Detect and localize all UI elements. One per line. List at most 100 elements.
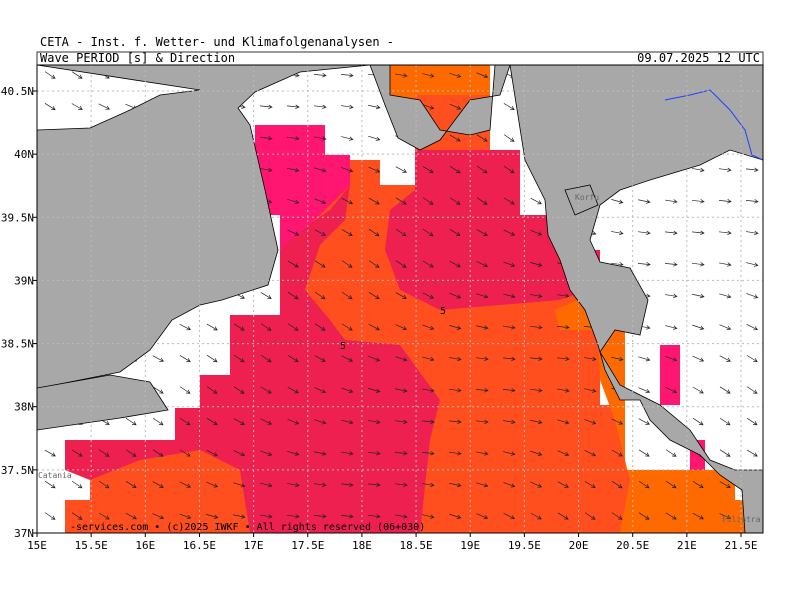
arrow: [368, 419, 381, 425]
contour-label: 5: [340, 341, 346, 352]
arrow: [341, 198, 354, 205]
arrow: [44, 480, 56, 489]
arrow: [206, 386, 218, 394]
arrow: [206, 354, 218, 363]
arrow: [287, 291, 299, 300]
arrow: [233, 323, 245, 331]
arrow: [421, 451, 435, 456]
arrow: [503, 482, 516, 488]
arrow: [665, 387, 678, 394]
arrow: [368, 451, 381, 456]
arrow: [611, 230, 624, 236]
arrow: [584, 512, 596, 520]
arrow: [665, 449, 677, 457]
arrow: [476, 451, 489, 456]
lon-label: 17E: [244, 539, 264, 552]
arrow: [152, 481, 164, 488]
arrow: [692, 417, 704, 426]
lat-label: 37N: [14, 527, 34, 540]
arrow: [503, 293, 516, 299]
arrow: [340, 482, 354, 487]
arrow: [287, 167, 300, 173]
arrow: [475, 388, 489, 393]
arrow: [638, 449, 650, 457]
arrow: [314, 419, 327, 425]
arrow: [746, 262, 759, 267]
arrow: [476, 261, 489, 268]
arrow: [719, 481, 731, 488]
arrow: [502, 356, 516, 361]
arrow: [530, 293, 543, 299]
arrow: [746, 449, 758, 457]
arrow: [719, 324, 732, 331]
arrow: [476, 293, 489, 299]
arrow: [233, 450, 246, 457]
arrow: [395, 514, 408, 519]
lon-label: 21E: [677, 539, 697, 552]
arrow: [664, 230, 678, 235]
arrow: [394, 451, 408, 456]
arrow: [638, 418, 650, 425]
arrow: [422, 324, 435, 331]
arrow: [637, 262, 651, 267]
arrow: [152, 449, 164, 457]
arrow: [665, 512, 677, 520]
arrow: [395, 482, 408, 488]
arrow: [422, 292, 435, 299]
arrow: [503, 103, 515, 110]
arrow: [422, 197, 434, 205]
lon-label: 18E: [352, 539, 372, 552]
contour-label: 5: [440, 306, 446, 317]
arrow: [287, 198, 300, 204]
arrow: [611, 512, 623, 520]
arrow: [557, 388, 570, 393]
institute: CETA - Inst. f. Wetter- und Klimafolgena…: [40, 35, 394, 49]
arrow: [368, 197, 380, 205]
arrow: [260, 386, 272, 394]
arrow: [98, 512, 110, 520]
lat-label: 38.5N: [1, 338, 34, 351]
arrow: [449, 228, 461, 237]
arrow: [368, 104, 381, 110]
arrow: [557, 512, 569, 520]
arrow: [395, 292, 407, 299]
arrow: [476, 165, 488, 174]
plot-area: [37, 65, 763, 533]
arrow: [44, 512, 56, 520]
arrow: [502, 388, 516, 393]
arrow: [422, 166, 434, 173]
arrow: [476, 419, 489, 425]
arrow: [287, 229, 300, 236]
arrow: [340, 514, 354, 519]
arrow: [341, 104, 354, 110]
arrow: [98, 103, 111, 110]
arrow: [233, 514, 246, 519]
arrow: [449, 134, 461, 142]
arrow: [449, 356, 462, 362]
arrow: [611, 480, 623, 489]
arrow: [341, 355, 354, 362]
arrow: [259, 104, 273, 109]
arrow: [503, 419, 516, 425]
arrow: [584, 388, 597, 393]
arrow: [584, 450, 597, 457]
arrow: [692, 262, 705, 267]
arrow: [557, 481, 569, 488]
arrow: [503, 513, 516, 520]
arrow: [260, 450, 273, 457]
lon-label: 21.5E: [724, 539, 757, 552]
arrow: [449, 197, 461, 205]
arrow: [368, 291, 380, 300]
arrow: [422, 514, 435, 519]
arrow: [395, 166, 407, 173]
arrow: [314, 260, 326, 268]
arrow: [152, 386, 164, 394]
arrow: [719, 230, 732, 236]
lon-label: 20E: [569, 539, 589, 552]
arrow: [503, 197, 515, 205]
arrow: [233, 418, 245, 425]
arrow: [421, 419, 435, 424]
arrow: [692, 293, 705, 299]
arrow: [44, 449, 56, 457]
arrow: [367, 482, 381, 487]
